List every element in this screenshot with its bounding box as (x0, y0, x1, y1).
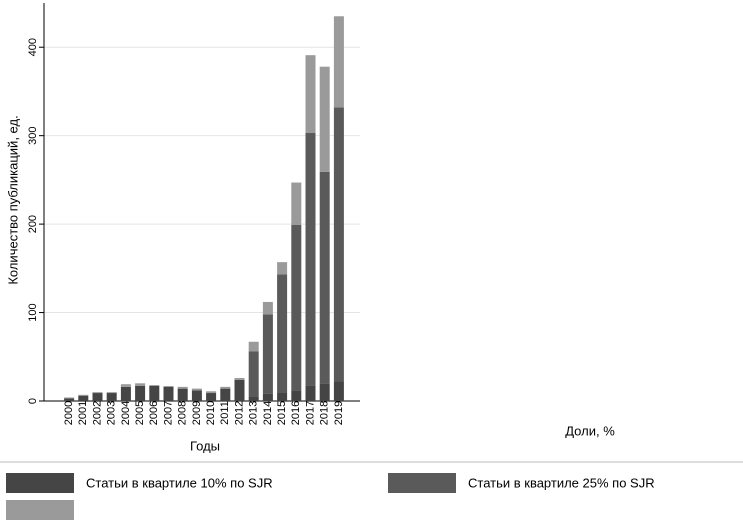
legend-swatch (6, 473, 74, 493)
x-tick-label: 2007 (162, 401, 174, 425)
bar-segment (277, 262, 288, 275)
bar-segment (163, 386, 174, 401)
y-tick-label: 0 (27, 398, 39, 404)
bar-segment (177, 386, 188, 389)
bar-segment (262, 301, 273, 315)
y-tick-label: 100 (27, 303, 39, 321)
x-tick-label: 2013 (248, 401, 260, 425)
bar-segment (248, 396, 259, 401)
bar-segment (305, 133, 316, 386)
bar-segment (106, 393, 117, 401)
y-tick-label: 400 (27, 38, 39, 56)
bar-segment (78, 394, 89, 396)
bar-segment (277, 392, 288, 401)
bar-segment (291, 224, 302, 391)
bar-segment (206, 393, 217, 401)
x-axis-label: Годы (190, 438, 220, 453)
annotation: Доли, % (565, 423, 615, 438)
x-tick-label: 2010 (205, 401, 217, 425)
bar-segment (135, 383, 146, 386)
bar-segment (191, 388, 202, 391)
x-tick-label: 2014 (262, 401, 274, 425)
x-tick-label: 2018 (319, 401, 331, 425)
bar-segment (262, 314, 273, 394)
x-tick-label: 2005 (134, 401, 146, 425)
bar-segment (92, 393, 103, 401)
x-tick-label: 2001 (77, 401, 89, 425)
bar-segment (78, 395, 89, 401)
y-axis-label: Количество публикаций, ед. (5, 115, 20, 284)
bar-segment (234, 379, 245, 401)
bar-segment (106, 392, 117, 394)
y-tick-label: 200 (27, 215, 39, 233)
x-tick-label: 2008 (177, 401, 189, 425)
bar-segment (220, 386, 231, 389)
x-tick-label: 2015 (276, 401, 288, 425)
x-tick-label: 2017 (304, 401, 316, 425)
bar-segment (305, 385, 316, 401)
x-tick-label: 2003 (106, 401, 118, 425)
y-tick-label: 300 (27, 126, 39, 144)
bar-segment (262, 393, 273, 401)
bar-segment (333, 381, 344, 401)
x-tick-label: 2012 (233, 401, 245, 425)
bar-segment (64, 397, 75, 399)
x-tick-label: 2002 (91, 401, 103, 425)
bar-segment (333, 16, 344, 108)
x-tick-label: 2016 (290, 401, 302, 425)
bar-segment (120, 386, 131, 401)
bar-segment (191, 390, 202, 401)
bar-segment (206, 391, 217, 394)
bar-segment (248, 341, 259, 352)
bar-segment (163, 385, 174, 387)
bar-segment (177, 388, 188, 401)
bar-segment (64, 398, 75, 401)
legend-label: Статьи в квартиле 10% по SJR (86, 475, 273, 490)
legend-swatch (6, 500, 74, 520)
x-tick-label: 2004 (120, 401, 132, 425)
legend-swatch (388, 473, 456, 493)
bar-segment (92, 392, 103, 394)
x-tick-label: 2011 (219, 401, 231, 425)
x-tick-label: 2000 (63, 401, 75, 425)
bar-segment (149, 385, 160, 401)
bar-segment (291, 182, 302, 225)
x-tick-label: 2019 (333, 401, 345, 425)
bar-segment (248, 351, 259, 397)
bar-segment (220, 388, 231, 401)
legend-label: Статьи в квартиле 25% по SJR (468, 475, 655, 490)
bar-segment (120, 384, 131, 387)
bar-segment (319, 383, 330, 401)
bar-segment (291, 390, 302, 401)
bar-segment (277, 274, 288, 393)
bar-segment (135, 385, 146, 401)
x-tick-label: 2006 (148, 401, 160, 425)
bar-segment (319, 171, 330, 384)
bar-segment (333, 107, 344, 382)
x-tick-label: 2009 (191, 401, 203, 425)
bar-segment (319, 66, 330, 172)
bar-segment (305, 55, 316, 134)
bar-segment (149, 385, 160, 386)
bar-segment (234, 378, 245, 380)
